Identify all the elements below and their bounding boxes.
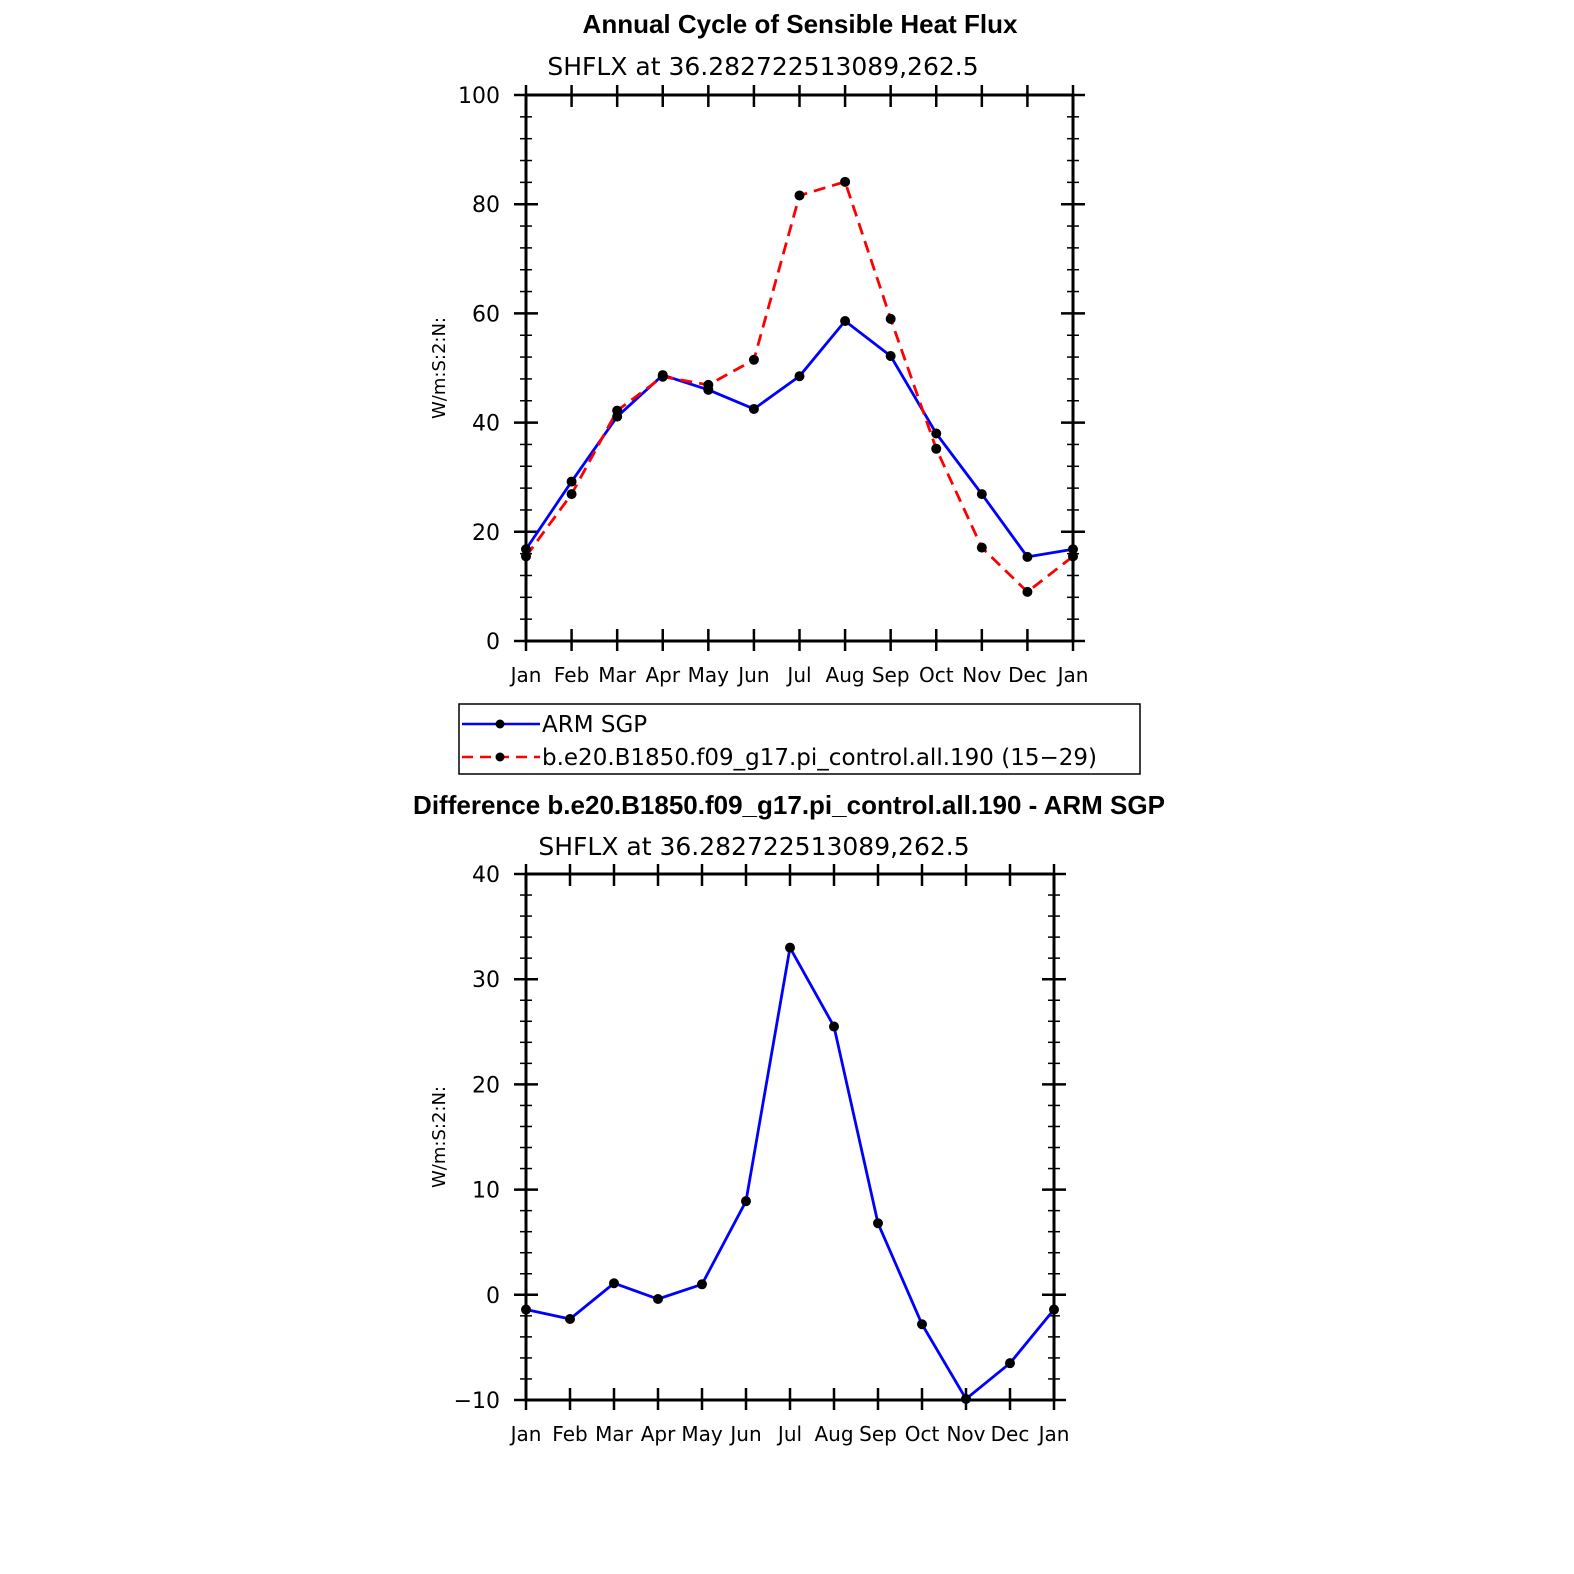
data-point [748, 403, 759, 414]
data-point [1022, 551, 1033, 562]
x-tick-label: Aug [814, 1422, 853, 1446]
data-point [976, 542, 987, 553]
data-point [785, 942, 795, 953]
legend-marker-model [495, 752, 505, 762]
x-tick-label: Mar [598, 663, 637, 687]
x-tick-label: Feb [554, 663, 589, 687]
data-point [748, 354, 759, 365]
data-point [873, 1218, 883, 1229]
data-point [931, 428, 942, 439]
data-point [609, 1278, 619, 1289]
x-tick-label: May [688, 663, 730, 687]
data-point [703, 379, 714, 390]
x-tick-label: Oct [905, 1422, 940, 1446]
chart-panel-annual-cycle: Annual Cycle of Sensible Heat Flux SHFLX… [429, 9, 1088, 687]
series-line [524, 180, 1074, 594]
y-tick-label: 60 [472, 302, 500, 327]
data-point [885, 313, 896, 324]
chart-subtitle: SHFLX at 36.282722513089,262.5 [547, 52, 978, 81]
x-tick-label: Jun [736, 663, 769, 687]
data-point [794, 371, 805, 382]
y-axis-label: W/m:S:2:N: [429, 1086, 450, 1188]
data-point [566, 476, 577, 487]
y-tick-label: 0 [486, 630, 500, 655]
data-point [885, 350, 896, 361]
chart-subtitle: SHFLX at 36.282722513089,262.5 [538, 832, 969, 861]
y-tick-label: 0 [486, 1284, 500, 1309]
legend-box [458, 703, 1141, 775]
data-point [829, 1021, 839, 1032]
data-point [976, 489, 987, 500]
y-tick-labels: −10 0 10 20 30 40 [454, 863, 500, 1414]
y-tick-label: 40 [472, 863, 500, 888]
x-tick-label: Nov [962, 663, 1001, 687]
data-point [653, 1294, 663, 1305]
x-tick-label: Jan [509, 663, 542, 687]
legend-label-arm-sgp: ARM SGP [542, 712, 647, 738]
y-tick-label: 20 [472, 521, 500, 546]
data-point [612, 405, 623, 416]
chart-title: Annual Cycle of Sensible Heat Flux [583, 9, 1018, 39]
x-tick-label: Mar [595, 1422, 634, 1446]
x-tick-label: Sep [872, 663, 910, 687]
y-tick-label: 20 [472, 1073, 500, 1098]
x-tick-label: Sep [859, 1422, 897, 1446]
y-tick-label: 30 [472, 968, 500, 993]
x-tick-labels: Jan Feb Mar Apr May Jun Jul Aug Sep Oct Nov Dec Jan [509, 663, 1089, 687]
x-tick-labels: Jan Feb Mar Apr May Jun Jul Aug Sep Oct Nov Dec Jan [509, 1422, 1070, 1446]
x-tick-label: Jul [785, 663, 811, 687]
x-tick-label: Dec [1008, 663, 1047, 687]
x-tick-label: Nov [946, 1422, 985, 1446]
data-point [917, 1319, 927, 1330]
y-tick-label: 100 [458, 84, 500, 109]
data-point [565, 1313, 575, 1324]
x-tick-label: Jan [1037, 1422, 1070, 1446]
data-point [931, 443, 942, 454]
data-series [521, 942, 1059, 1404]
y-tick-label: 10 [472, 1179, 500, 1204]
y-tick-labels: 0 20 40 60 80 100 [458, 84, 500, 655]
x-tick-label: Oct [919, 663, 954, 687]
chart-title: Difference b.e20.B1850.f09_g17.pi_contro… [413, 790, 1165, 820]
series-line [524, 319, 1074, 559]
legend-label-model: b.e20.B1850.f09_g17.pi_control.all.190 (… [542, 745, 1097, 771]
x-tick-label: Jan [1056, 663, 1089, 687]
x-tick-label: Jun [728, 1422, 761, 1446]
y-tick-label: 80 [472, 193, 500, 218]
data-point [566, 489, 577, 500]
x-tick-label: Jul [776, 1422, 802, 1446]
legend-marker-arm-sgp [495, 719, 505, 729]
x-tick-label: Dec [991, 1422, 1030, 1446]
data-point [840, 316, 851, 327]
plot-frame [524, 93, 1075, 643]
y-tick-label: −10 [454, 1389, 500, 1414]
data-point [741, 1196, 751, 1207]
legend: ARM SGP b.e20.B1850.f09_g17.pi_control.a… [458, 703, 1141, 775]
y-tick-label: 40 [472, 412, 500, 437]
series-line [525, 946, 1056, 1401]
x-tick-label: Feb [552, 1422, 587, 1446]
x-tick-label: May [681, 1422, 723, 1446]
data-series [521, 176, 1078, 597]
x-tick-label: Jan [509, 1422, 542, 1446]
data-point [697, 1279, 707, 1290]
x-tick-label: Apr [641, 1422, 676, 1446]
chart-panel-difference: Difference b.e20.B1850.f09_g17.pi_contro… [413, 790, 1165, 1446]
data-point [1022, 586, 1033, 597]
data-point [794, 190, 805, 201]
data-point [1005, 1358, 1015, 1369]
y-axis-label: W/m:S:2:N: [429, 317, 450, 419]
plot-frame [524, 872, 1056, 1402]
x-tick-label: Aug [826, 663, 865, 687]
data-point [840, 176, 851, 187]
x-tick-label: Apr [645, 663, 680, 687]
data-point [657, 371, 668, 382]
